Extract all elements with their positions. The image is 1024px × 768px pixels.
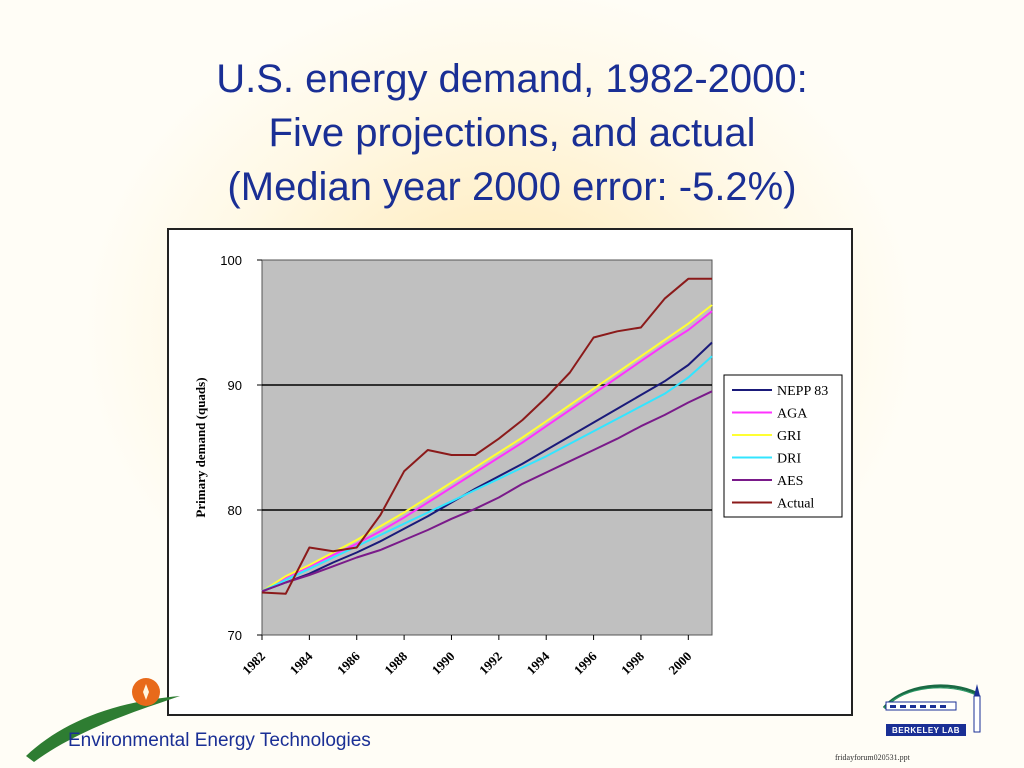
series-line-aes: [261, 390, 713, 593]
series-line-dri: [261, 355, 713, 593]
line-chart: 70 80 90 100 1982 1984 1986 1988 1990 1992 1994 199…: [193, 253, 843, 678]
series-line-actual: [261, 277, 712, 595]
x-tick-label-1986: 1986: [334, 648, 363, 677]
x-tick-label-1982: 1982: [239, 649, 268, 678]
x-tick-label-1996: 1996: [571, 648, 600, 677]
footer-org-name: Environmental Energy Technologies: [68, 730, 371, 751]
series-line-aga: [261, 310, 713, 593]
y-axis-title: Primary demand (quads): [193, 377, 208, 517]
x-tick-label-1988: 1988: [381, 648, 410, 677]
legend-label-gri: GRI: [777, 429, 801, 444]
x-tick-label-2000: 2000: [665, 649, 694, 678]
title-line-3: (Median year 2000 error: -5.2%): [227, 165, 797, 209]
title-line-2: Five projections, and actual: [268, 111, 756, 155]
x-tick-label-1994: 1994: [523, 648, 552, 677]
page-title: U.S. energy demand, 1982-2000: Five proj…: [0, 52, 1024, 214]
series-line-nepp-83: [261, 341, 713, 593]
legend-box: [723, 374, 843, 518]
title-line-1: U.S. energy demand, 1982-2000:: [216, 57, 808, 101]
legend-label-aes: AES: [777, 474, 803, 489]
x-tick-label-1990: 1990: [429, 649, 458, 678]
y-tick-label-70: 70: [228, 628, 242, 643]
legend-label-dri: DRI: [777, 452, 801, 467]
y-tick-label-100: 100: [220, 253, 242, 268]
chart-frame: 70 80 90 100 1982 1984 1986 1988 1990 1992 1994 199…: [167, 228, 853, 716]
x-tick-label-1984: 1984: [286, 648, 315, 677]
y-tick-label-80: 80: [228, 503, 242, 518]
y-tick-label-90: 90: [228, 378, 242, 393]
legend-label-actual: Actual: [777, 497, 814, 512]
lbnl-swoosh-logo: [26, 678, 180, 762]
x-tick-label-1992: 1992: [476, 649, 505, 678]
legend-label-nepp-83: NEPP 83: [777, 384, 828, 399]
x-tick-label-1998: 1998: [618, 648, 647, 677]
file-reference: fridayforum020531.ppt: [835, 753, 910, 762]
legend-label-aga: AGA: [777, 407, 808, 422]
lab-logo-wordmark: BERKELEY LAB: [892, 726, 960, 735]
berkeley-lab-logo: BERKELEY LAB: [882, 684, 981, 736]
